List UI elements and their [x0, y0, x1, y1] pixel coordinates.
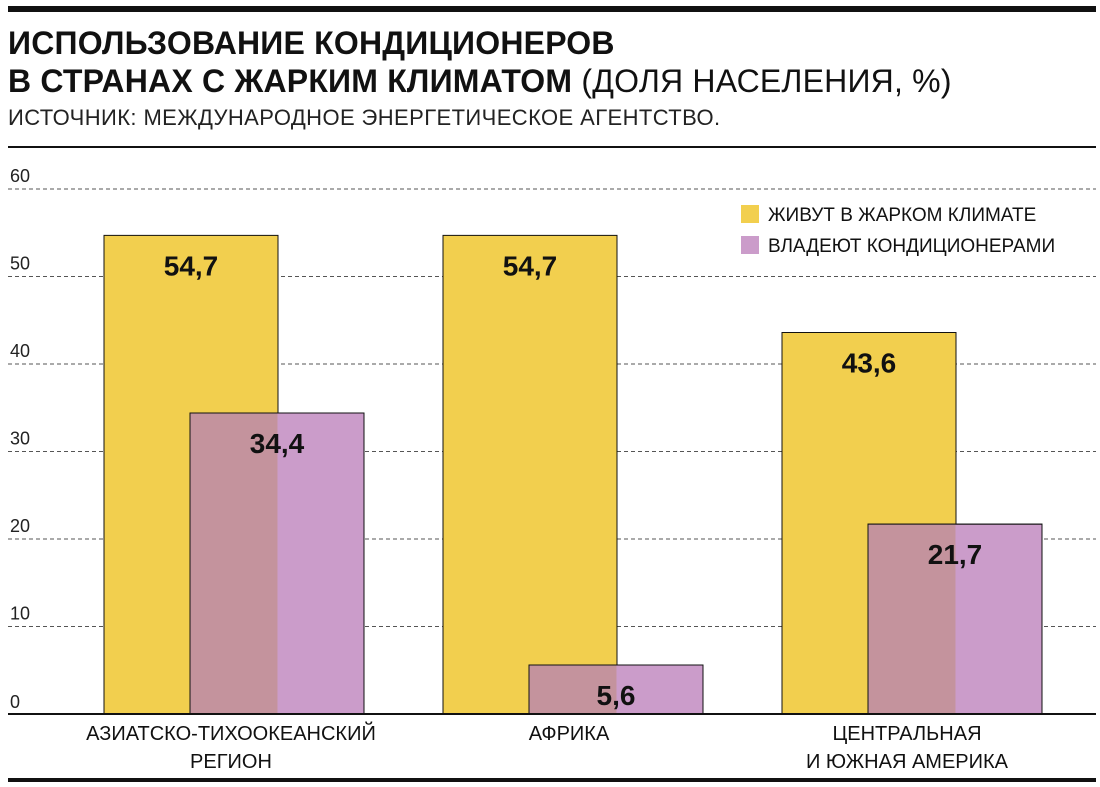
y-tick-label: 10 — [10, 604, 30, 624]
y-tick-label: 50 — [10, 254, 30, 274]
bar-overlap — [529, 665, 617, 714]
y-tick-label: 30 — [10, 429, 30, 449]
category-label: ЦЕНТРАЛЬНАЯ — [832, 723, 981, 745]
bottom-rule — [8, 778, 1096, 782]
legend-swatch — [741, 205, 759, 223]
value-label-hot-climate: 43,6 — [842, 348, 897, 379]
category-label: АФРИКА — [529, 723, 610, 745]
header-rule — [8, 146, 1096, 148]
legend-label: ЖИВУТ В ЖАРКОМ КЛИМАТЕ — [768, 205, 1036, 226]
bar-overlap — [868, 524, 956, 714]
chart-title-line-2: В СТРАНАХ С ЖАРКИМ КЛИМАТОМ (ДОЛЯ НАСЕЛЕ… — [8, 62, 952, 100]
value-label-hot-climate: 54,7 — [503, 250, 558, 281]
top-rule — [8, 6, 1096, 12]
category-label: АЗИАТСКО-ТИХООКЕАНСКИЙ — [86, 721, 376, 745]
value-label-ac-owners: 21,7 — [928, 539, 983, 570]
value-label-hot-climate: 54,7 — [164, 250, 219, 281]
chart-source: ИСТОЧНИК: МЕЖДУНАРОДНОЕ ЭНЕРГЕТИЧЕСКОЕ А… — [8, 105, 721, 130]
category-label: РЕГИОН — [190, 751, 272, 773]
chart-title-main: В СТРАНАХ С ЖАРКИМ КЛИМАТОМ — [8, 63, 573, 99]
bar-hot-climate — [442, 234, 618, 715]
y-tick-label: 0 — [10, 692, 20, 712]
y-tick-label: 20 — [10, 516, 30, 536]
category-label: И ЮЖНАЯ АМЕРИКА — [806, 751, 1009, 773]
chart-title-line-1: ИСПОЛЬЗОВАНИЕ КОНДИЦИОНЕРОВ — [8, 25, 615, 61]
chart-title-unit: (ДОЛЯ НАСЕЛЕНИЯ, %) — [581, 63, 952, 99]
y-tick-label: 60 — [10, 166, 30, 186]
bar-overlap — [190, 413, 278, 714]
legend-label: ВЛАДЕЮТ КОНДИЦИОНЕРАМИ — [768, 236, 1055, 257]
value-label-ac-owners: 5,6 — [597, 680, 636, 711]
y-tick-label: 40 — [10, 341, 30, 361]
bar-chart: 0 10 20 30 40 50 60 54,7 34,4 АЗИАТСКО-ТИХООКЕАНС… — [8, 166, 1096, 773]
value-label-ac-owners: 34,4 — [250, 428, 305, 459]
legend-swatch — [741, 236, 759, 254]
